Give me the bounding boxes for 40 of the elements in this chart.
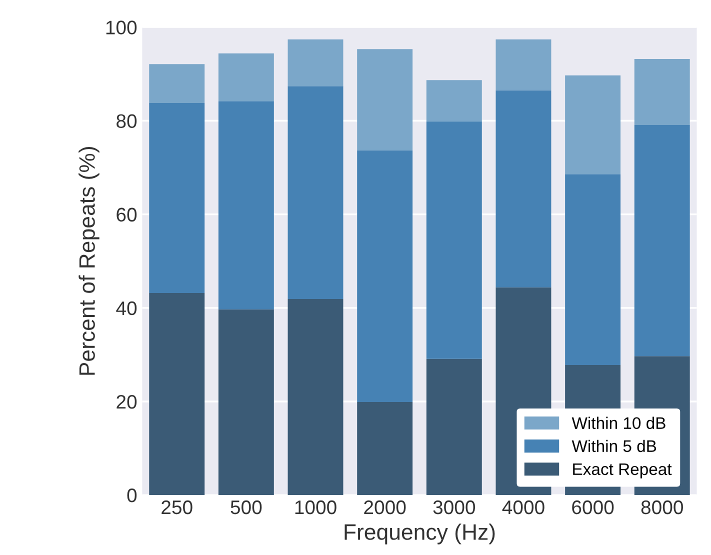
- bar: [288, 86, 344, 300]
- y-tick-label: 20: [116, 394, 137, 409]
- x-axis-title: Frequency (Hz): [344, 524, 495, 544]
- bar: [634, 124, 690, 356]
- bar: [426, 121, 482, 359]
- legend-label: Within 5 dB: [572, 440, 656, 452]
- y-tick-label: 40: [116, 301, 137, 316]
- x-tick-label: 3000: [433, 500, 476, 514]
- bar: [149, 102, 205, 293]
- bar: [496, 39, 552, 90]
- bar: [288, 39, 344, 86]
- x-tick-label: 6000: [572, 500, 614, 514]
- bar: [565, 75, 621, 174]
- bar: [357, 49, 413, 150]
- bar: [218, 309, 274, 496]
- y-tick-label: 100: [106, 20, 137, 34]
- bar: [426, 80, 482, 122]
- bar: [357, 402, 413, 496]
- x-tick-label: 8000: [641, 500, 683, 514]
- y-tick-label: 0: [127, 488, 137, 502]
- bar: [634, 59, 690, 125]
- bar: [426, 358, 482, 496]
- bar: [218, 53, 274, 102]
- bar: [218, 101, 274, 310]
- x-tick-label: 1000: [295, 500, 336, 514]
- legend-label: Exact Repeat: [573, 463, 672, 478]
- bar: [565, 174, 621, 365]
- bar: [149, 64, 205, 103]
- y-tick-label: 60: [116, 208, 137, 222]
- x-tick-label: 2000: [364, 500, 406, 514]
- x-tick-label: 250: [162, 500, 192, 514]
- y-axis-title: Percent of Repeats (%): [78, 147, 100, 375]
- y-tick-label: 80: [116, 114, 137, 128]
- x-tick-label: 500: [230, 500, 262, 514]
- bar: [288, 299, 344, 496]
- bar: [357, 150, 413, 402]
- x-tick-label: 4000: [502, 500, 544, 514]
- bar: [149, 292, 205, 496]
- bar: [496, 90, 552, 288]
- legend-label: Within 10 dB: [572, 416, 666, 430]
